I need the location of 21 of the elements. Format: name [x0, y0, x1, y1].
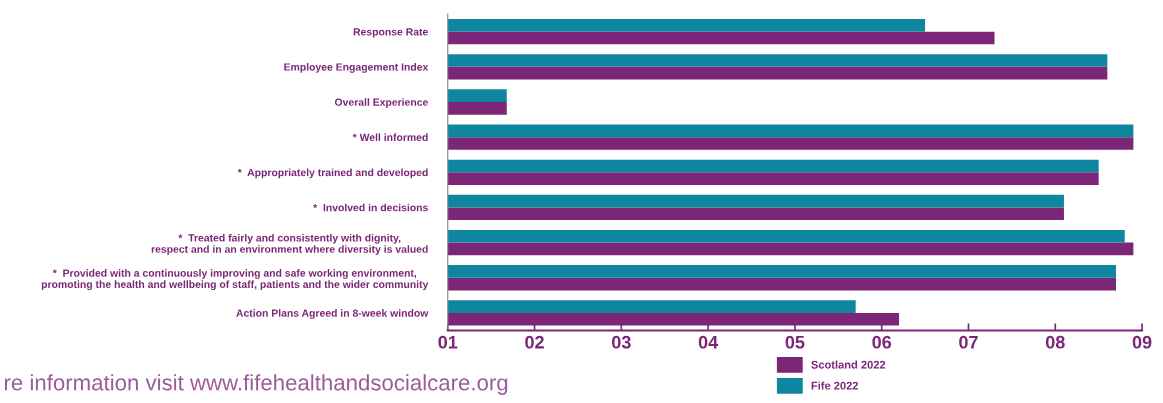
- y-tick-label: * Appropriately trained and developed: [237, 168, 428, 179]
- x-tick-label: 05: [785, 335, 805, 349]
- y-tick-label: * Well informed: [352, 133, 428, 142]
- y-tick-label: Action Plans Agreed in 8-week window: [236, 309, 429, 319]
- y-tick-label: * Provided with a continuously improving and safe working environment, promoting the health and wellbeing of staff, patients and the wider community: [41, 269, 429, 291]
- legend-label: Fife 2022: [811, 381, 859, 390]
- legend-label: Scotland 2022: [811, 360, 886, 369]
- x-tick-label: 01: [438, 335, 458, 349]
- x-tick-label: 02: [525, 335, 544, 349]
- y-tick-label: Employee Engagement Index: [284, 63, 429, 73]
- x-tick-label: 08: [1045, 335, 1065, 349]
- y-tick-label: * Treated fairly and consistently with dignity, respect and in an environment where diversity is valued: [151, 233, 428, 255]
- x-tick-label: 09: [1132, 335, 1152, 349]
- text: re information visit www.fifehealthandsocialcare.org: [4, 374, 508, 395]
- x-tick-label: 07: [959, 335, 978, 349]
- y-tick-label: Overall Experience: [334, 98, 428, 108]
- x-tick-label: 04: [698, 335, 719, 349]
- x-tick-label: 06: [872, 335, 892, 349]
- x-tick-label: 03: [612, 335, 631, 349]
- y-tick-label: Response Rate: [353, 28, 428, 38]
- y-tick-label: * Involved in decisions: [313, 203, 428, 212]
